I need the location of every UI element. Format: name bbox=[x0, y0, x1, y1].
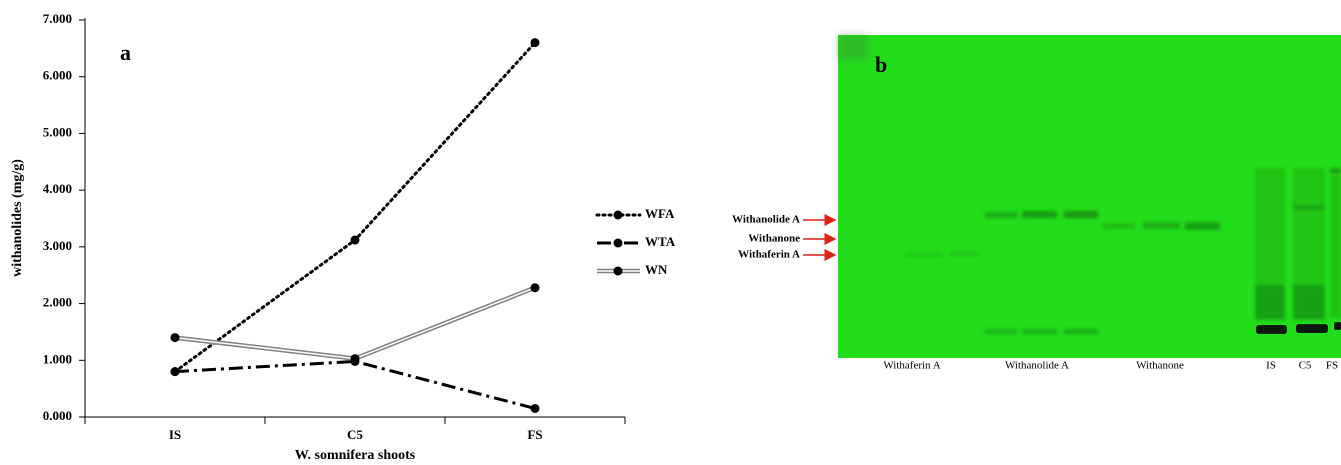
panel-label: b bbox=[875, 52, 887, 77]
y-tick-label: 5.000 bbox=[43, 124, 72, 139]
lane-label: FS bbox=[1326, 360, 1338, 372]
y-tick-label: 1.000 bbox=[43, 351, 72, 366]
y-tick-label: 3.000 bbox=[43, 238, 72, 253]
x-axis-label: W. somnifera shoots bbox=[295, 448, 416, 463]
legend-label: WFA bbox=[645, 206, 675, 221]
y-tick-label: 6.000 bbox=[43, 68, 72, 83]
marker-label: Withanone bbox=[748, 233, 800, 245]
lane-label: Withanone bbox=[1136, 360, 1184, 372]
point bbox=[351, 354, 360, 363]
series-line bbox=[175, 288, 535, 359]
point bbox=[171, 367, 180, 376]
y-tick-label: 2.000 bbox=[43, 295, 72, 310]
y-tick-label: 4.000 bbox=[43, 181, 72, 196]
gel-image bbox=[838, 35, 1341, 358]
y-tick-label: 0.000 bbox=[43, 408, 72, 423]
legend-label: WN bbox=[645, 262, 668, 277]
x-tick-label: IS bbox=[169, 427, 181, 442]
legend-marker bbox=[614, 239, 623, 248]
gel-spot bbox=[838, 35, 868, 60]
point bbox=[531, 38, 540, 47]
marker-label: Withanolide A bbox=[732, 214, 800, 226]
figure: a W. somnifera shoots withanolides (mg/g… bbox=[0, 0, 1341, 465]
panel-label: a bbox=[120, 40, 131, 65]
y-tick-label: 7.000 bbox=[43, 11, 72, 26]
lane-label: C5 bbox=[1299, 360, 1312, 372]
series-line bbox=[175, 43, 535, 372]
series-line bbox=[175, 361, 535, 408]
lane-label: IS bbox=[1266, 360, 1276, 372]
legend-marker bbox=[614, 267, 623, 276]
point bbox=[171, 333, 180, 342]
point bbox=[531, 404, 540, 413]
x-tick-label: C5 bbox=[347, 427, 363, 442]
legend-marker bbox=[614, 211, 623, 220]
point bbox=[351, 236, 360, 245]
arrows bbox=[803, 220, 835, 255]
lane-label: Withanolide A bbox=[1005, 360, 1069, 372]
point bbox=[531, 283, 540, 292]
legend-label: WTA bbox=[645, 234, 676, 249]
x-tick-label: FS bbox=[527, 427, 542, 442]
series-line bbox=[175, 288, 535, 359]
marker-label: Withaferin A bbox=[738, 249, 800, 261]
y-axis-label: withanolides (mg/g) bbox=[10, 159, 25, 277]
lane-label: Withaferin A bbox=[883, 360, 940, 372]
